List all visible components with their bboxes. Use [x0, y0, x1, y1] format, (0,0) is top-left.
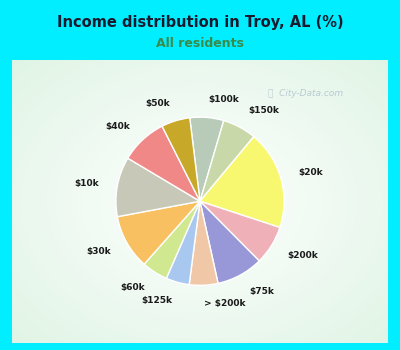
Wedge shape [200, 136, 284, 228]
Text: > $200k: > $200k [204, 299, 246, 308]
Wedge shape [200, 201, 259, 284]
Wedge shape [128, 126, 200, 201]
Text: $200k: $200k [287, 251, 318, 260]
Wedge shape [200, 121, 254, 201]
Wedge shape [144, 201, 200, 278]
Text: $150k: $150k [248, 106, 279, 115]
Wedge shape [162, 118, 200, 201]
Text: $75k: $75k [249, 287, 274, 296]
Text: $30k: $30k [86, 247, 111, 256]
Text: $10k: $10k [74, 179, 99, 188]
Text: $60k: $60k [120, 283, 145, 292]
Text: Income distribution in Troy, AL (%): Income distribution in Troy, AL (%) [57, 15, 343, 30]
Wedge shape [166, 201, 200, 285]
Text: $50k: $50k [146, 99, 170, 107]
Text: $40k: $40k [105, 122, 130, 131]
Wedge shape [200, 201, 280, 261]
Wedge shape [190, 117, 224, 201]
Text: $125k: $125k [142, 296, 172, 304]
Text: $20k: $20k [299, 168, 323, 177]
Text: ⓘ  City-Data.com: ⓘ City-Data.com [268, 89, 343, 98]
Wedge shape [117, 201, 200, 264]
Wedge shape [189, 201, 218, 285]
Text: All residents: All residents [156, 37, 244, 50]
Wedge shape [116, 158, 200, 217]
Text: $100k: $100k [208, 94, 239, 104]
